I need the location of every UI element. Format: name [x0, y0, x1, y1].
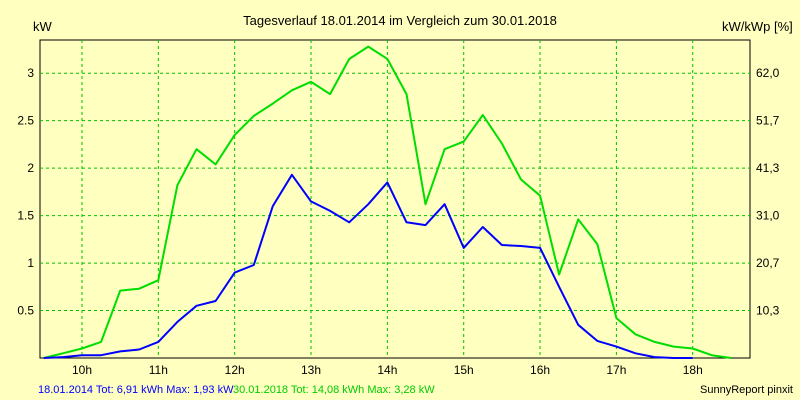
y-tick-label-right: 31,0: [756, 209, 780, 223]
chart-title: Tagesverlauf 18.01.2014 im Vergleich zum…: [243, 13, 557, 28]
y-tick-label-left: 1: [27, 256, 34, 270]
y-tick-label-right: 41,3: [756, 161, 780, 175]
y-tick-label-right: 62,0: [756, 66, 780, 80]
x-tick-label: 13h: [301, 363, 321, 377]
x-tick-label: 17h: [606, 363, 626, 377]
y-axis-left-label: kW: [33, 19, 53, 34]
footer-brand: SunnyReport pinxit: [700, 384, 793, 396]
x-tick-label: 15h: [454, 363, 474, 377]
y-tick-label-right: 51,7: [756, 114, 780, 128]
series-line-30.01.2018: [43, 45, 732, 359]
series-line-18.01.2014: [43, 173, 693, 359]
y-tick-label-right: 20,7: [756, 256, 780, 270]
y-tick-label-left: 2: [27, 161, 34, 175]
plot-area-border: [39, 39, 751, 359]
y-axis-right-label: kW/kWp [%]: [722, 19, 793, 34]
x-tick-label: 11h: [149, 363, 168, 377]
y-tick-label-left: 1.5: [17, 209, 34, 223]
y-tick-label-right: 10,3: [756, 304, 780, 318]
y-tick-label-left: 2.5: [17, 114, 34, 128]
x-tick-label: 12h: [225, 363, 245, 377]
x-tick-label: 10h: [72, 363, 92, 377]
x-tick-label: 16h: [530, 363, 550, 377]
footer-series2-label: 30.01.2018 Tot: 14,08 kWh Max: 3,28 kW: [233, 384, 435, 396]
x-tick-label: 14h: [377, 363, 397, 377]
footer-series1-label: 18.01.2014 Tot: 6,91 kWh Max: 1,93 kW: [38, 384, 234, 396]
y-tick-label-left: 3: [27, 66, 34, 80]
x-tick-label: 18h: [683, 363, 703, 377]
y-tick-label-left: 0.5: [17, 304, 34, 318]
